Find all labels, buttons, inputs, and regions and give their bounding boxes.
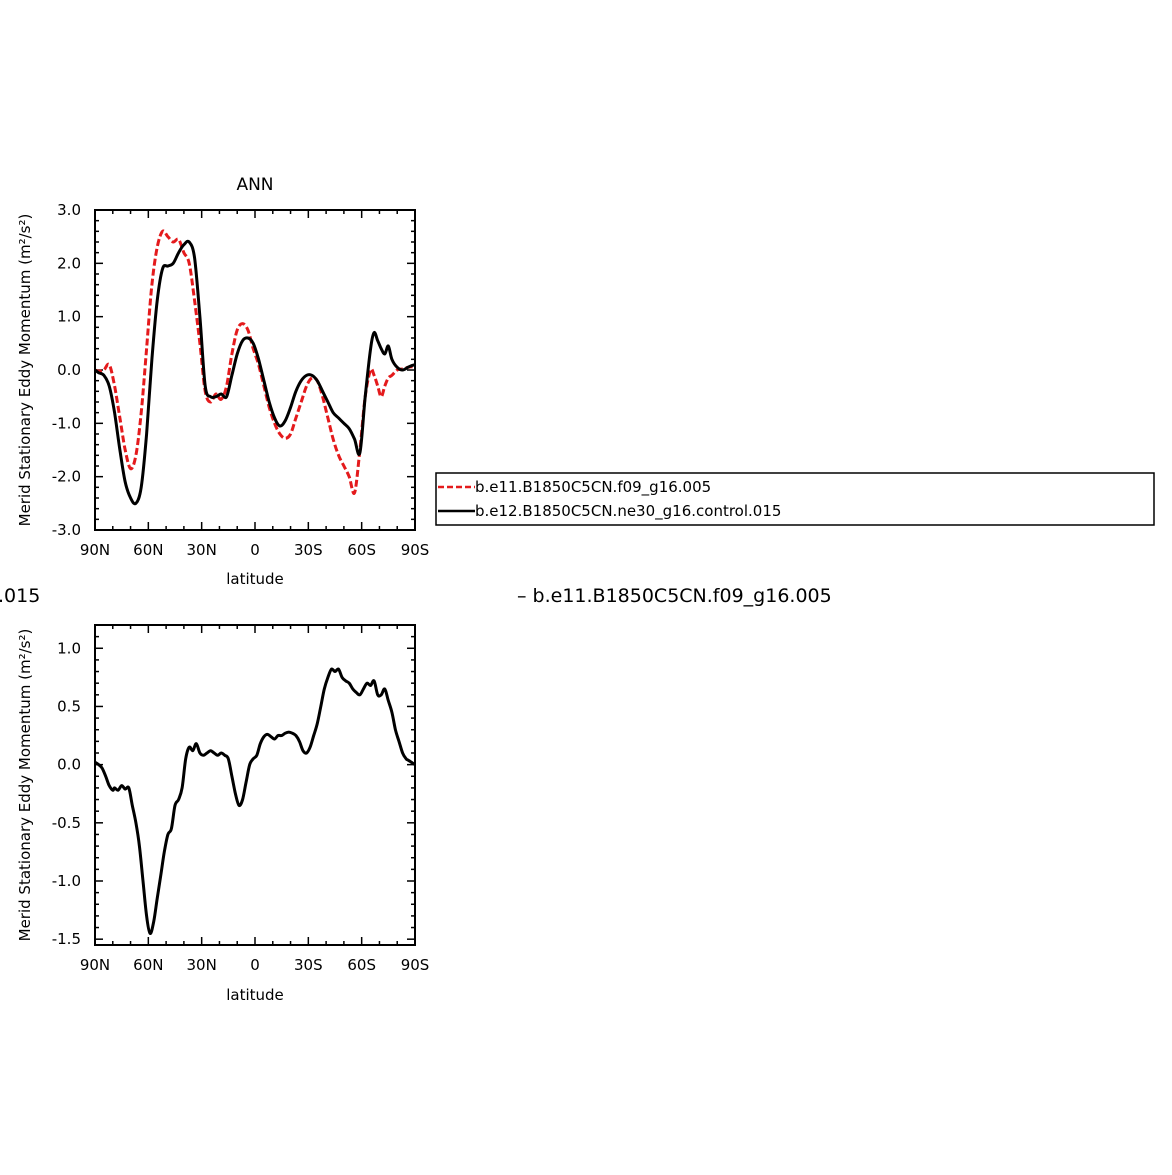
y-tick-label: 1.0 (57, 308, 81, 326)
y-tick-label: -1.5 (52, 930, 81, 948)
x-tick-label: 30S (294, 956, 323, 974)
y-tick-label: 0.0 (57, 756, 81, 774)
y-tick-label: -1.0 (52, 872, 81, 890)
bottom-chart-panel: 90N 60N 30N 0 30S 60S 90S 1.0 0.5 0.0 -0.5 -1.0 -1.… (16, 624, 430, 1004)
x-axis-title: latitude (226, 986, 284, 1004)
x-tick-label: 90S (401, 541, 430, 559)
x-tick-label: 0 (250, 956, 260, 974)
clipped-legend-fragment: .015 (0, 585, 40, 607)
y-axis-title: Merid Stationary Eddy Momentum (m²/s²) (16, 214, 34, 527)
x-tick-label: 60N (133, 956, 163, 974)
legend: b.e11.B1850C5CN.f09_g16.005 b.e12.B1850C… (435, 472, 1155, 526)
x-tick-label: 60S (347, 956, 376, 974)
legend-label-series-2: b.e12.B1850C5CN.ne30_g16.control.015 (475, 502, 781, 521)
x-tick-label: 60N (133, 541, 163, 559)
chart-title: ANN (236, 175, 273, 195)
x-tick-label: 30N (187, 541, 217, 559)
y-tick-label: 3.0 (57, 201, 81, 219)
y-tick-label: -3.0 (52, 521, 81, 539)
y-tick-label: -1.0 (52, 414, 81, 432)
x-tick-label: 90N (80, 541, 110, 559)
y-tick-label: 2.0 (57, 254, 81, 272)
x-tick-label: 30S (294, 541, 323, 559)
clipped-legend-label: – b.e11.B1850C5CN.f09_g16.005 (517, 585, 832, 607)
legend-label-series-1: b.e11.B1850C5CN.f09_g16.005 (475, 478, 711, 497)
y-tick-label: 1.0 (57, 639, 81, 657)
x-tick-label: 0 (250, 541, 260, 559)
top-chart-panel: ANN 90N 60N 30N 0 30S 60S 90S 3.0 2.0 1.0 0.0 -1.0… (16, 175, 429, 588)
x-tick-label: 30N (187, 956, 217, 974)
series-line-2 (94, 239, 416, 506)
legend-box (435, 472, 1155, 526)
y-axis-title: Merid Stationary Eddy Momentum (m²/s²) (16, 629, 34, 942)
x-tick-label: 90N (80, 956, 110, 974)
y-tick-label: -2.0 (52, 468, 81, 486)
series-line-1 (94, 229, 416, 495)
y-tick-label: -0.5 (52, 814, 81, 832)
y-tick-label: 0.5 (57, 697, 81, 715)
x-tick-label: 90S (401, 956, 430, 974)
plot-frame (94, 624, 416, 946)
series-line-1 (94, 667, 416, 935)
plot-frame (94, 209, 416, 531)
x-axis-title: latitude (226, 570, 284, 588)
y-tick-label: 0.0 (57, 361, 81, 379)
x-tick-label: 60S (347, 541, 376, 559)
